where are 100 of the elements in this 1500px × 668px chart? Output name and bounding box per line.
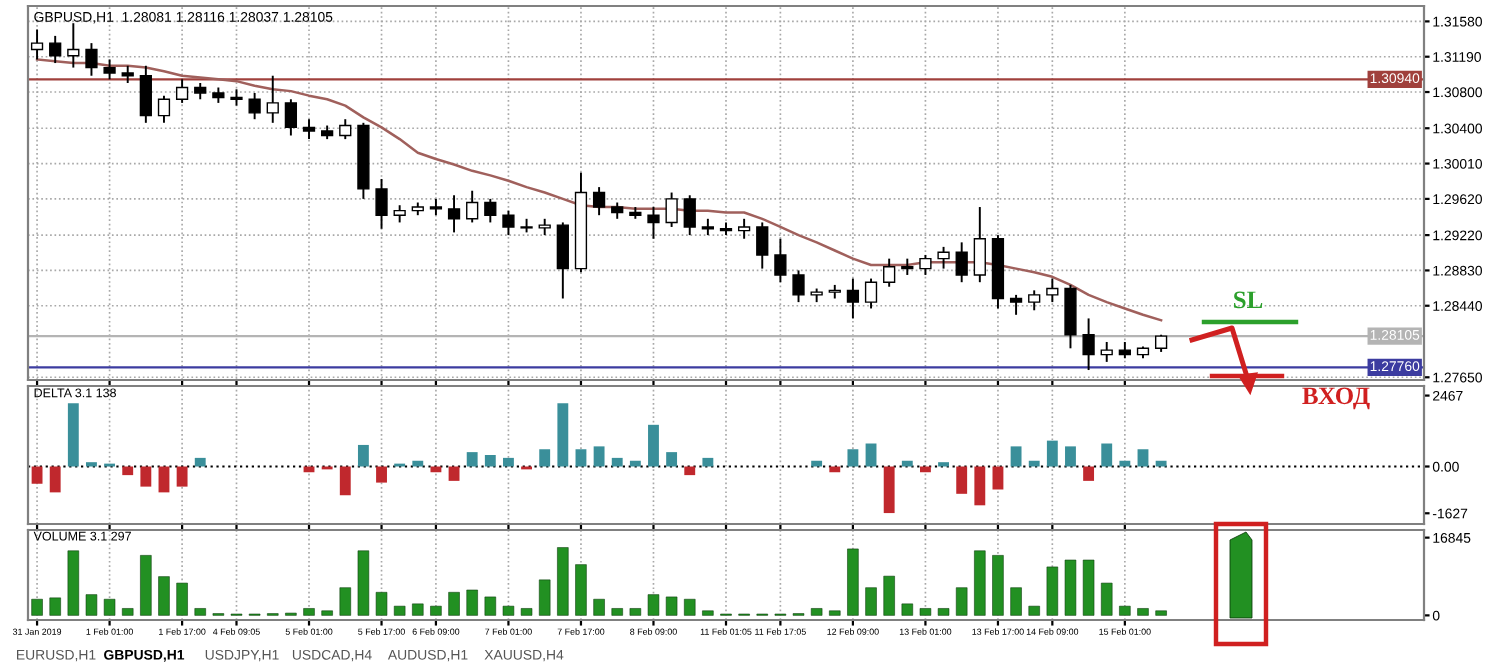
bar — [702, 457, 714, 467]
bar — [1028, 605, 1040, 616]
candlestick — [592, 186, 606, 217]
candlestick — [139, 64, 152, 124]
bar — [67, 403, 79, 467]
bar — [412, 603, 424, 616]
bar — [883, 575, 895, 616]
bar — [393, 605, 406, 616]
candlestick — [175, 78, 189, 104]
bar — [85, 594, 98, 616]
bar — [1083, 466, 1095, 481]
bar — [538, 579, 551, 616]
bar — [557, 547, 569, 616]
bar — [339, 466, 351, 496]
candlestick — [1009, 293, 1023, 316]
bar — [1137, 608, 1149, 616]
bar — [448, 466, 460, 481]
bar — [1101, 443, 1113, 467]
bar — [647, 594, 660, 616]
candlestick — [919, 254, 932, 276]
bar — [684, 598, 696, 616]
bar — [357, 444, 369, 467]
candlestick — [447, 194, 461, 234]
bar — [539, 449, 551, 467]
bar — [1155, 460, 1167, 467]
bar — [974, 466, 986, 506]
bar — [1028, 460, 1040, 467]
candlestick — [30, 28, 44, 61]
bar — [937, 608, 950, 616]
candlestick — [955, 241, 968, 284]
bar — [847, 548, 859, 616]
candlestick — [157, 94, 171, 124]
bar — [702, 610, 714, 616]
bar — [375, 592, 388, 616]
bar — [865, 443, 877, 467]
candlestick — [864, 277, 878, 310]
candlestick — [883, 257, 896, 288]
bar — [648, 424, 659, 467]
bar — [847, 449, 859, 467]
candlestick — [683, 194, 696, 237]
candlestick — [1100, 341, 1113, 363]
bar — [974, 550, 986, 616]
bar — [1046, 566, 1059, 616]
bar — [31, 598, 43, 616]
bar — [1119, 460, 1131, 467]
candlestick — [302, 118, 316, 141]
candlestick — [466, 189, 479, 224]
bar — [829, 610, 841, 616]
bar — [503, 457, 514, 467]
bar — [122, 466, 134, 476]
candlestick — [339, 118, 352, 141]
candlestick — [375, 177, 388, 230]
candlestick — [973, 206, 986, 284]
candlestick — [284, 98, 298, 137]
bar — [629, 460, 641, 467]
candlestick — [756, 221, 769, 270]
bar — [883, 466, 895, 514]
candlestick — [737, 217, 751, 240]
bar — [1101, 582, 1113, 616]
candlestick — [774, 237, 787, 284]
candlestick — [49, 34, 62, 65]
bar — [665, 596, 678, 616]
bar — [919, 608, 932, 616]
bar — [484, 596, 497, 616]
bar — [1155, 610, 1167, 616]
bar — [901, 460, 913, 467]
candlestick — [103, 58, 116, 81]
bar — [194, 608, 206, 616]
bar — [593, 598, 605, 616]
bar — [376, 466, 387, 483]
candlestick — [792, 269, 805, 304]
candlestick — [556, 221, 569, 300]
bar — [557, 403, 569, 467]
bar — [49, 466, 61, 493]
bar — [575, 564, 587, 616]
bar — [865, 587, 877, 616]
candlestick — [1046, 277, 1059, 304]
candlestick — [1082, 317, 1095, 372]
bar — [901, 603, 914, 616]
bar — [956, 466, 968, 494]
bar — [194, 457, 206, 467]
bar — [593, 446, 605, 467]
bar — [176, 466, 188, 487]
bar — [666, 452, 678, 467]
bar — [1082, 559, 1095, 616]
bar — [629, 608, 642, 616]
bar — [448, 592, 460, 616]
bar — [1065, 446, 1076, 467]
bar — [955, 587, 968, 616]
bar — [430, 605, 442, 616]
bar — [810, 608, 823, 616]
bar — [176, 582, 188, 616]
bar — [49, 597, 61, 616]
bar — [1046, 440, 1058, 467]
candlestick — [647, 206, 660, 240]
candlestick — [1028, 289, 1041, 312]
bar — [811, 460, 823, 467]
bar — [992, 555, 1004, 616]
bar — [31, 466, 43, 484]
bar — [103, 598, 116, 616]
